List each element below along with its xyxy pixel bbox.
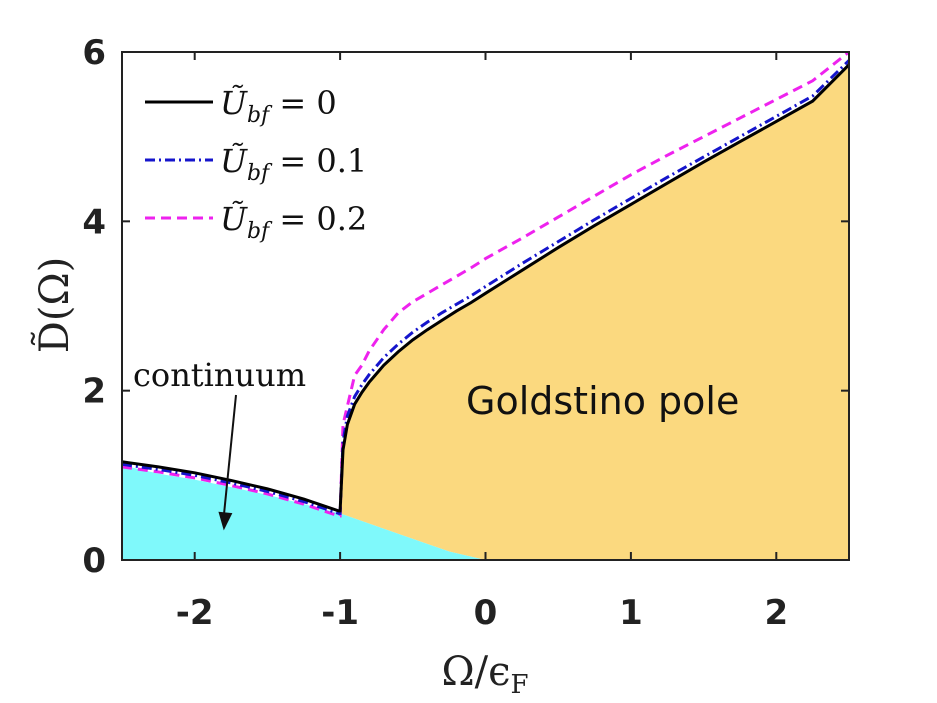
y-axis-label: D̃(Ω) <box>31 257 78 353</box>
x-axis-label-main: Ω/ϵ <box>441 649 510 695</box>
x-tick-label: 2 <box>764 593 788 633</box>
y-tick-label: 0 <box>82 541 106 581</box>
axis-ticks <box>122 51 849 561</box>
legend-value: 0 <box>316 84 336 122</box>
filled-regions <box>122 64 849 560</box>
legend-var: Ũ <box>220 200 248 238</box>
continuum-arrow <box>222 394 237 517</box>
legend-op: = <box>269 84 316 122</box>
y-tick-label: 2 <box>82 372 106 412</box>
legend-entry-1: Ũbf = 0.1 <box>220 142 367 186</box>
legend-entry-2: Ũbf = 0.2 <box>220 200 367 244</box>
legend-sub: bf <box>247 161 273 186</box>
series-lines <box>121 50 851 518</box>
legend-value: 0.1 <box>316 142 367 180</box>
y-tick-label: 4 <box>82 202 106 242</box>
legend-op: = <box>269 142 316 180</box>
x-tick-label: -1 <box>321 593 359 633</box>
series-line-0 <box>121 63 851 513</box>
x-axis-label: Ω/ϵF <box>441 649 528 700</box>
goldstino-pole-region <box>340 64 849 560</box>
x-axis-label-sub: F <box>511 670 529 700</box>
legend-entry-0: Ũbf = 0 <box>220 84 337 128</box>
legend-sub: bf <box>247 219 273 244</box>
x-tick-label: -2 <box>176 593 214 633</box>
legend-value: 0.2 <box>316 200 367 238</box>
legend-var: Ũ <box>220 84 248 122</box>
continuum-region <box>122 465 486 560</box>
legend-sub: bf <box>247 103 273 128</box>
series-line-2 <box>121 50 850 518</box>
x-tick-label: 0 <box>474 593 498 633</box>
continuum-arrowhead <box>218 511 233 531</box>
legend-op: = <box>269 200 316 238</box>
x-tick-label: 1 <box>619 593 643 633</box>
tick-labels: -2 -1 0 1 2 0 2 4 6 <box>82 33 788 633</box>
continuum-label: continuum <box>133 356 306 394</box>
legend-var: Ũ <box>220 142 248 180</box>
goldstino-pole-label: Goldstino pole <box>466 379 739 423</box>
y-tick-label: 6 <box>82 33 106 73</box>
series-line-1 <box>121 59 851 515</box>
